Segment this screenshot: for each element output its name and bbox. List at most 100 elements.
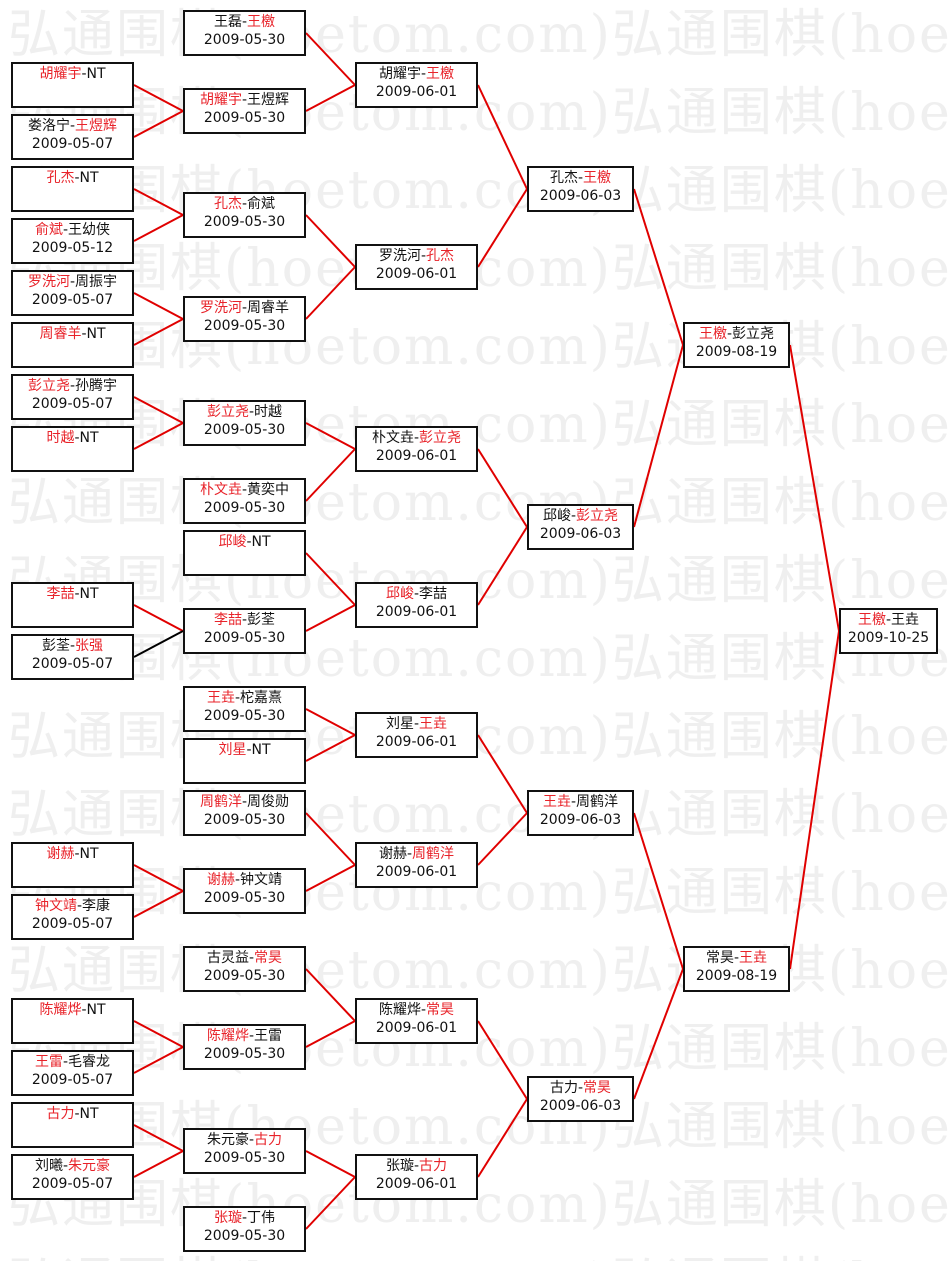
match-box[interactable]: 李喆-NT xyxy=(11,582,134,628)
match-box[interactable]: 朴文垚-黄奕中 2009-05-30 xyxy=(183,478,306,524)
player-1: 彭立尧 xyxy=(206,404,249,420)
match-box[interactable]: 邱峻-彭立尧 2009-06-03 xyxy=(527,504,634,550)
player-2: 王幼侠 xyxy=(68,222,111,238)
match-box[interactable]: 朱元豪-古力 2009-05-30 xyxy=(183,1128,306,1174)
separator: - xyxy=(733,950,740,966)
match-box[interactable]: 张璇-古力 2009-06-01 xyxy=(355,1154,478,1200)
match-box[interactable]: 彭立尧-时越 2009-05-30 xyxy=(183,400,306,446)
player-1: 邱峻 xyxy=(385,586,414,602)
match-box[interactable]: 胡耀宇-王檄 2009-06-01 xyxy=(355,62,478,108)
match-box[interactable]: 陈耀烨-王雷 2009-05-30 xyxy=(183,1024,306,1070)
player-2: 孙腾宇 xyxy=(75,378,118,394)
bracket-link xyxy=(305,448,356,502)
match-box[interactable]: 罗洗河-周振宇 2009-05-07 xyxy=(11,270,134,316)
match-box[interactable]: 李喆-彭荃 2009-05-30 xyxy=(183,608,306,654)
player-1: 王垚 xyxy=(206,690,235,706)
player-2: NT xyxy=(86,66,106,82)
player-1: 罗洗河 xyxy=(27,274,70,290)
match-box[interactable]: 古力-常昊 2009-06-03 xyxy=(527,1076,634,1122)
player-2: 彭立尧 xyxy=(732,326,775,342)
separator: - xyxy=(81,1002,87,1018)
match-box[interactable]: 谢赫-周鹤洋 2009-06-01 xyxy=(355,842,478,888)
player-1: 孔杰 xyxy=(213,196,242,212)
match-players: 陈耀烨-NT xyxy=(13,1002,132,1018)
watermark-text: 弘通围棋(hoetom.com)弘通围棋(hoetom.com) xyxy=(8,707,948,767)
match-box[interactable]: 胡耀宇-NT xyxy=(11,62,134,108)
match-box[interactable]: 王檄-王垚 2009-10-25 xyxy=(839,608,938,654)
match-players: 朱元豪-古力 xyxy=(185,1132,304,1148)
separator: - xyxy=(577,1080,584,1096)
match-box[interactable]: 娄洛宁-王煜辉 2009-05-07 xyxy=(11,114,134,160)
player-2: 彭立尧 xyxy=(419,430,462,446)
match-players: 娄洛宁-王煜辉 xyxy=(13,118,132,134)
player-1: 胡耀宇 xyxy=(39,66,82,82)
match-box[interactable]: 陈耀烨-NT xyxy=(11,998,134,1044)
match-box[interactable]: 刘星-王垚 2009-06-01 xyxy=(355,712,478,758)
match-box[interactable]: 王雷-毛睿龙 2009-05-07 xyxy=(11,1050,134,1096)
match-players: 彭立尧-孙腾宇 xyxy=(13,378,132,394)
player-1: 胡耀宇 xyxy=(378,66,421,82)
match-box[interactable]: 孔杰-俞斌 2009-05-30 xyxy=(183,192,306,238)
player-1: 胡耀宇 xyxy=(199,92,242,108)
match-players: 李喆-彭荃 xyxy=(185,612,304,628)
match-box[interactable]: 王垚-柁嘉熹 2009-05-30 xyxy=(183,686,306,732)
match-players: 王磊-王檄 xyxy=(185,14,304,30)
separator: - xyxy=(81,66,87,82)
match-box[interactable]: 刘星-NT xyxy=(183,738,306,784)
bracket-link xyxy=(133,890,184,918)
bracket-link xyxy=(477,188,528,268)
match-box[interactable]: 孔杰-王檄 2009-06-03 xyxy=(527,166,634,212)
player-1: 罗洗河 xyxy=(378,248,421,264)
match-date: 2009-05-07 xyxy=(31,656,114,672)
separator: - xyxy=(248,1028,255,1044)
bracket-link xyxy=(633,968,684,1100)
match-box[interactable]: 彭荃-张强 2009-05-07 xyxy=(11,634,134,680)
match-date: 2009-06-03 xyxy=(539,812,622,828)
separator: - xyxy=(69,118,76,134)
match-box[interactable]: 王垚-周鹤洋 2009-06-03 xyxy=(527,790,634,836)
match-box[interactable]: 古力-NT xyxy=(11,1102,134,1148)
match-box[interactable]: 俞斌-王幼侠 2009-05-12 xyxy=(11,218,134,264)
match-box[interactable]: 胡耀宇-王煜辉 2009-05-30 xyxy=(183,88,306,134)
match-box[interactable]: 彭立尧-孙腾宇 2009-05-07 xyxy=(11,374,134,420)
match-players: 王檄-王垚 xyxy=(841,612,936,628)
match-date: 2009-05-30 xyxy=(203,1228,286,1244)
player-2: 王垚 xyxy=(419,716,448,732)
match-box[interactable]: 罗洗河-孔杰 2009-06-01 xyxy=(355,244,478,290)
separator: - xyxy=(241,14,248,30)
player-2: 王煜辉 xyxy=(75,118,118,134)
match-box[interactable]: 孔杰-NT xyxy=(11,166,134,212)
match-box[interactable]: 常昊-王垚 2009-08-19 xyxy=(683,946,790,992)
match-box[interactable]: 罗洗河-周睿羊 2009-05-30 xyxy=(183,296,306,342)
bracket-link xyxy=(133,864,184,892)
match-box[interactable]: 王檄-彭立尧 2009-08-19 xyxy=(683,322,790,368)
separator: - xyxy=(248,950,255,966)
match-box[interactable]: 朴文垚-彭立尧 2009-06-01 xyxy=(355,426,478,472)
separator: - xyxy=(570,794,577,810)
player-1: 朱元豪 xyxy=(206,1132,249,1148)
player-2: 柁嘉熹 xyxy=(240,690,283,706)
match-box[interactable]: 王磊-王檄 2009-05-30 xyxy=(183,10,306,56)
player-1: 孔杰 xyxy=(549,170,578,186)
match-box[interactable]: 陈耀烨-常昊 2009-06-01 xyxy=(355,998,478,1044)
match-players: 罗洗河-周睿羊 xyxy=(185,300,304,316)
separator: - xyxy=(74,586,80,602)
match-box[interactable]: 时越-NT xyxy=(11,426,134,472)
match-box[interactable]: 周睿羊-NT xyxy=(11,322,134,368)
match-players: 李喆-NT xyxy=(13,586,132,602)
match-box[interactable]: 邱峻-NT xyxy=(183,530,306,576)
match-box[interactable]: 周鹤洋-周俊勋 2009-05-30 xyxy=(183,790,306,836)
bracket-link xyxy=(305,552,356,606)
separator: - xyxy=(246,742,252,758)
match-date: 2009-05-07 xyxy=(31,292,114,308)
player-1: 陈耀烨 xyxy=(39,1002,82,1018)
match-box[interactable]: 谢赫-NT xyxy=(11,842,134,888)
player-1: 常昊 xyxy=(705,950,734,966)
match-box[interactable]: 谢赫-钟文靖 2009-05-30 xyxy=(183,868,306,914)
player-1: 谢赫 xyxy=(378,846,407,862)
match-box[interactable]: 刘曦-朱元豪 2009-05-07 xyxy=(11,1154,134,1200)
match-box[interactable]: 张璇-丁伟 2009-05-30 xyxy=(183,1206,306,1252)
match-box[interactable]: 古灵益-常昊 2009-05-30 xyxy=(183,946,306,992)
match-box[interactable]: 邱峻-李喆 2009-06-01 xyxy=(355,582,478,628)
match-box[interactable]: 钟文靖-李康 2009-05-07 xyxy=(11,894,134,940)
